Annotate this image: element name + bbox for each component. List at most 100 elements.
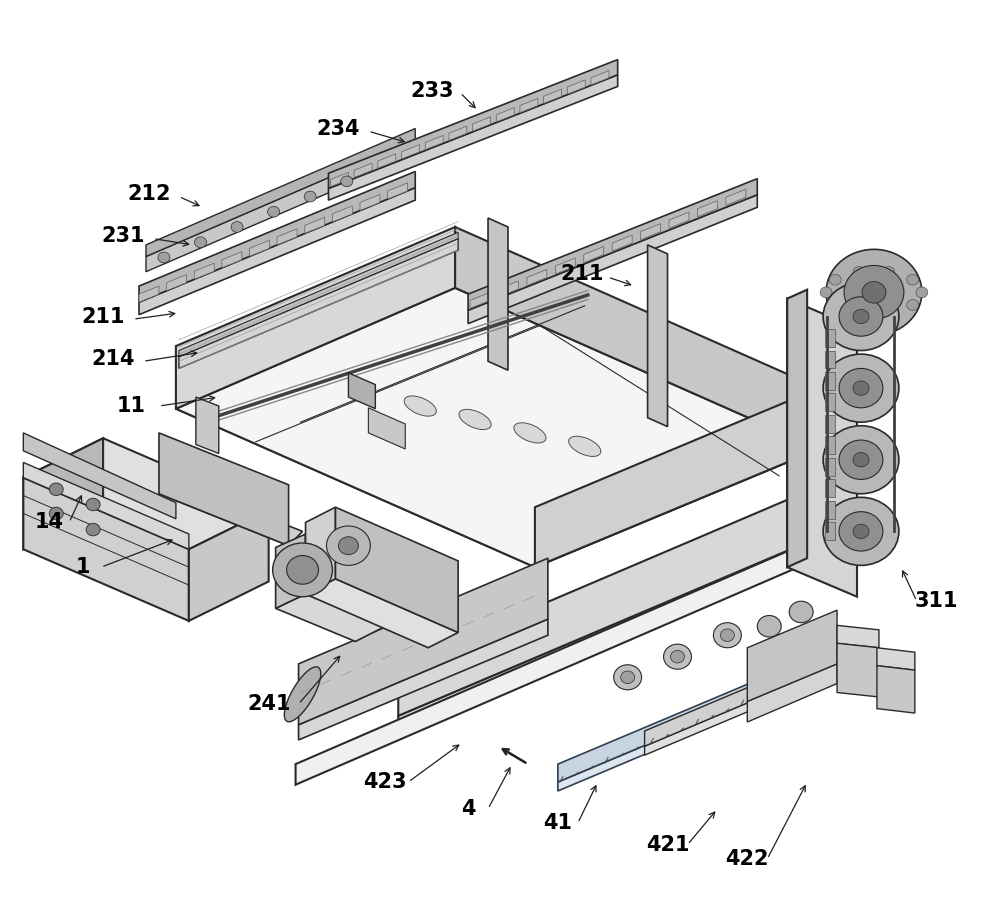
- Polygon shape: [825, 480, 835, 497]
- Polygon shape: [787, 290, 807, 568]
- Circle shape: [853, 453, 869, 467]
- Polygon shape: [535, 388, 819, 568]
- Polygon shape: [787, 299, 857, 596]
- Text: 234: 234: [317, 119, 360, 138]
- Polygon shape: [139, 286, 159, 303]
- Polygon shape: [825, 415, 835, 433]
- Polygon shape: [398, 471, 854, 716]
- Polygon shape: [555, 258, 575, 274]
- Polygon shape: [402, 145, 419, 159]
- Circle shape: [158, 252, 170, 263]
- Circle shape: [86, 524, 100, 536]
- Circle shape: [789, 601, 813, 622]
- Polygon shape: [306, 579, 458, 647]
- Polygon shape: [468, 179, 757, 310]
- Polygon shape: [146, 140, 415, 272]
- Ellipse shape: [569, 436, 601, 456]
- Circle shape: [907, 274, 919, 285]
- Polygon shape: [189, 510, 269, 621]
- Circle shape: [341, 176, 353, 187]
- Circle shape: [287, 556, 319, 585]
- Ellipse shape: [404, 396, 436, 416]
- Polygon shape: [825, 523, 835, 541]
- Circle shape: [820, 287, 832, 298]
- Polygon shape: [527, 269, 547, 286]
- Text: 241: 241: [247, 694, 290, 714]
- Text: 14: 14: [35, 513, 64, 533]
- Polygon shape: [825, 350, 835, 368]
- Circle shape: [839, 297, 883, 336]
- Polygon shape: [354, 163, 372, 178]
- Polygon shape: [23, 438, 103, 550]
- Polygon shape: [23, 462, 189, 550]
- Polygon shape: [496, 108, 514, 122]
- Circle shape: [326, 526, 370, 566]
- Circle shape: [829, 300, 841, 311]
- Circle shape: [268, 207, 280, 217]
- Circle shape: [916, 287, 928, 298]
- Polygon shape: [299, 559, 548, 725]
- Polygon shape: [669, 212, 689, 228]
- Polygon shape: [176, 288, 819, 568]
- Circle shape: [614, 665, 642, 690]
- Text: 423: 423: [364, 772, 407, 792]
- Polygon shape: [23, 478, 189, 621]
- Circle shape: [671, 650, 684, 663]
- Polygon shape: [558, 647, 834, 782]
- Circle shape: [829, 274, 841, 285]
- Circle shape: [713, 622, 741, 647]
- Circle shape: [49, 483, 63, 496]
- Polygon shape: [23, 433, 176, 519]
- Text: 211: 211: [81, 306, 125, 327]
- Polygon shape: [348, 373, 375, 409]
- Polygon shape: [146, 128, 415, 257]
- Polygon shape: [23, 438, 269, 550]
- Polygon shape: [645, 641, 857, 746]
- Polygon shape: [159, 480, 303, 546]
- Polygon shape: [648, 245, 668, 427]
- Text: 11: 11: [117, 396, 146, 416]
- Polygon shape: [388, 183, 408, 199]
- Text: 231: 231: [101, 226, 145, 246]
- Polygon shape: [276, 594, 385, 641]
- Polygon shape: [612, 235, 632, 251]
- Polygon shape: [591, 71, 609, 85]
- Circle shape: [883, 267, 895, 277]
- Text: 4: 4: [461, 799, 475, 819]
- Polygon shape: [179, 239, 458, 368]
- Circle shape: [839, 512, 883, 551]
- Circle shape: [720, 629, 734, 641]
- Circle shape: [49, 507, 63, 520]
- Polygon shape: [139, 172, 415, 303]
- Text: 1: 1: [76, 557, 90, 577]
- Polygon shape: [877, 665, 915, 713]
- Polygon shape: [584, 246, 604, 262]
- Text: 422: 422: [726, 849, 769, 869]
- Polygon shape: [368, 408, 405, 449]
- Polygon shape: [306, 507, 335, 594]
- Polygon shape: [697, 200, 717, 216]
- Polygon shape: [299, 619, 548, 740]
- Circle shape: [273, 543, 332, 596]
- Polygon shape: [470, 293, 490, 308]
- Polygon shape: [747, 664, 837, 722]
- Polygon shape: [277, 229, 297, 245]
- Circle shape: [907, 300, 919, 311]
- Polygon shape: [176, 227, 455, 409]
- Ellipse shape: [459, 409, 491, 429]
- Polygon shape: [641, 224, 661, 240]
- Text: 212: 212: [127, 184, 171, 204]
- Circle shape: [664, 644, 691, 669]
- Polygon shape: [877, 647, 915, 670]
- Circle shape: [839, 368, 883, 408]
- Circle shape: [853, 267, 865, 277]
- Polygon shape: [468, 195, 757, 323]
- Circle shape: [823, 497, 899, 566]
- Polygon shape: [196, 397, 219, 453]
- Text: 421: 421: [646, 834, 689, 855]
- Polygon shape: [544, 89, 562, 103]
- Polygon shape: [499, 281, 518, 297]
- Polygon shape: [726, 189, 746, 206]
- Polygon shape: [276, 534, 306, 608]
- Text: 41: 41: [543, 814, 572, 833]
